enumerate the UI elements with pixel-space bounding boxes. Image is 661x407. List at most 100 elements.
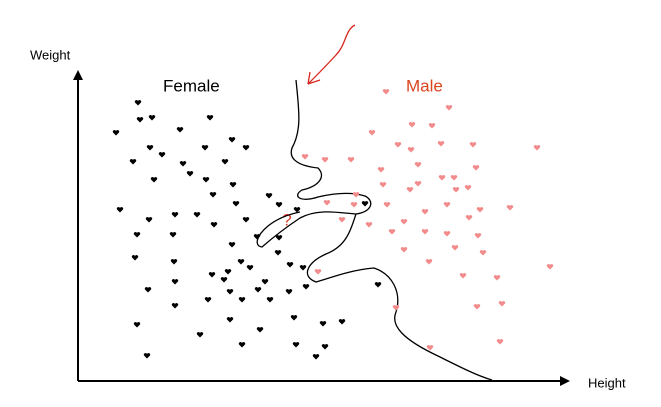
point bbox=[209, 192, 217, 198]
point bbox=[176, 127, 184, 133]
point bbox=[246, 265, 254, 271]
point bbox=[469, 142, 477, 148]
point bbox=[414, 162, 422, 168]
point bbox=[208, 272, 216, 278]
point bbox=[414, 181, 422, 187]
series-label: Female bbox=[163, 76, 220, 95]
point bbox=[479, 250, 487, 256]
point bbox=[143, 353, 151, 359]
point bbox=[145, 217, 153, 223]
point bbox=[302, 284, 310, 290]
point bbox=[426, 345, 434, 351]
point bbox=[275, 235, 283, 241]
point bbox=[186, 171, 194, 177]
point bbox=[443, 231, 451, 237]
pointer-arrowhead bbox=[307, 71, 321, 85]
point bbox=[459, 273, 467, 279]
point bbox=[116, 207, 124, 213]
point bbox=[474, 233, 482, 239]
point bbox=[299, 265, 307, 271]
point bbox=[274, 250, 282, 256]
point bbox=[290, 315, 298, 321]
series-label: Male bbox=[406, 76, 443, 95]
point bbox=[232, 201, 240, 207]
point bbox=[220, 277, 228, 283]
point bbox=[253, 234, 261, 240]
point bbox=[242, 217, 250, 223]
point bbox=[221, 159, 229, 165]
point bbox=[546, 264, 554, 270]
point bbox=[226, 317, 234, 323]
point bbox=[134, 100, 142, 106]
point bbox=[425, 259, 433, 265]
point bbox=[131, 255, 139, 261]
point bbox=[533, 145, 541, 151]
point bbox=[493, 275, 501, 281]
point bbox=[312, 354, 320, 360]
point bbox=[228, 242, 236, 248]
point bbox=[238, 297, 246, 303]
point bbox=[347, 157, 355, 163]
point bbox=[150, 177, 158, 183]
point bbox=[506, 205, 514, 211]
point bbox=[292, 342, 300, 348]
point bbox=[228, 137, 236, 143]
point bbox=[321, 344, 329, 350]
point bbox=[196, 332, 204, 338]
point bbox=[323, 200, 331, 206]
point bbox=[374, 282, 382, 288]
point bbox=[179, 161, 187, 167]
point bbox=[465, 215, 473, 221]
point bbox=[452, 187, 460, 193]
point bbox=[368, 130, 376, 136]
annotation: ? bbox=[282, 210, 291, 229]
point bbox=[144, 287, 152, 293]
point bbox=[242, 145, 250, 151]
y-axis-label: Weight bbox=[30, 47, 71, 62]
point bbox=[293, 207, 301, 213]
point bbox=[204, 297, 212, 303]
point bbox=[237, 259, 245, 265]
point bbox=[265, 193, 273, 199]
pointer-arrow bbox=[307, 24, 356, 85]
point bbox=[437, 141, 445, 147]
point bbox=[133, 322, 141, 328]
point bbox=[148, 115, 156, 121]
point bbox=[407, 147, 415, 153]
point bbox=[352, 192, 360, 198]
point bbox=[238, 342, 246, 348]
point bbox=[498, 301, 506, 307]
point bbox=[256, 327, 264, 333]
point bbox=[472, 165, 480, 171]
point bbox=[338, 217, 346, 223]
point bbox=[254, 287, 262, 293]
point bbox=[112, 130, 120, 136]
point bbox=[210, 222, 218, 228]
point bbox=[421, 229, 429, 235]
point bbox=[146, 145, 154, 151]
point bbox=[206, 115, 214, 121]
x-axis-label: Height bbox=[588, 375, 626, 390]
point bbox=[379, 182, 387, 188]
point bbox=[314, 269, 322, 275]
point bbox=[169, 232, 177, 238]
point bbox=[361, 201, 369, 207]
point bbox=[350, 202, 358, 208]
point bbox=[400, 219, 408, 225]
point bbox=[382, 89, 390, 95]
point bbox=[450, 175, 458, 181]
point bbox=[266, 297, 274, 303]
point bbox=[170, 259, 178, 265]
point bbox=[451, 245, 459, 251]
point bbox=[473, 304, 481, 310]
point bbox=[136, 117, 144, 123]
point bbox=[275, 202, 283, 208]
point bbox=[394, 142, 402, 148]
point bbox=[158, 152, 166, 158]
point bbox=[428, 123, 436, 129]
point bbox=[301, 154, 309, 160]
point bbox=[202, 177, 210, 183]
point bbox=[377, 167, 385, 173]
